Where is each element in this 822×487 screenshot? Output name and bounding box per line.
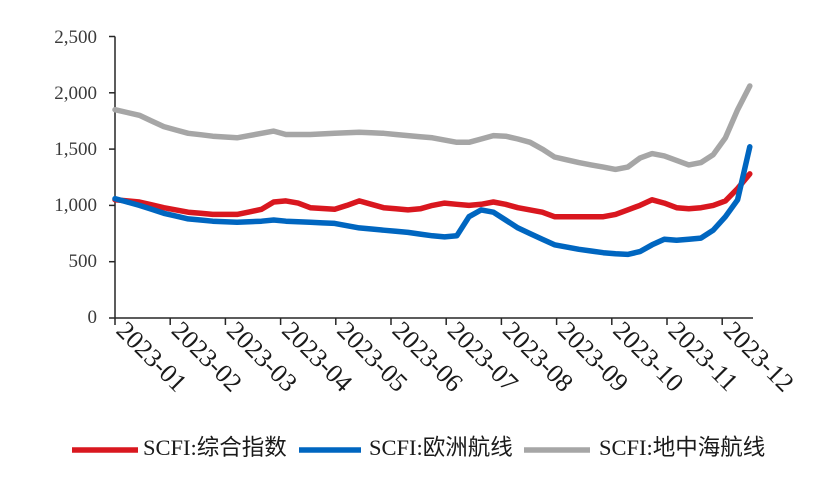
svg-text:2,500: 2,500: [54, 27, 97, 48]
svg-text:500: 500: [69, 251, 98, 272]
svg-text:1,000: 1,000: [54, 195, 97, 216]
svg-text:2,000: 2,000: [54, 83, 97, 104]
svg-text:0: 0: [88, 307, 98, 328]
svg-text:SCFI:地中海航线: SCFI:地中海航线: [599, 435, 765, 460]
svg-text:SCFI:综合指数: SCFI:综合指数: [143, 435, 287, 460]
svg-text:SCFI:欧洲航线: SCFI:欧洲航线: [369, 435, 513, 460]
svg-text:1,500: 1,500: [54, 139, 97, 160]
